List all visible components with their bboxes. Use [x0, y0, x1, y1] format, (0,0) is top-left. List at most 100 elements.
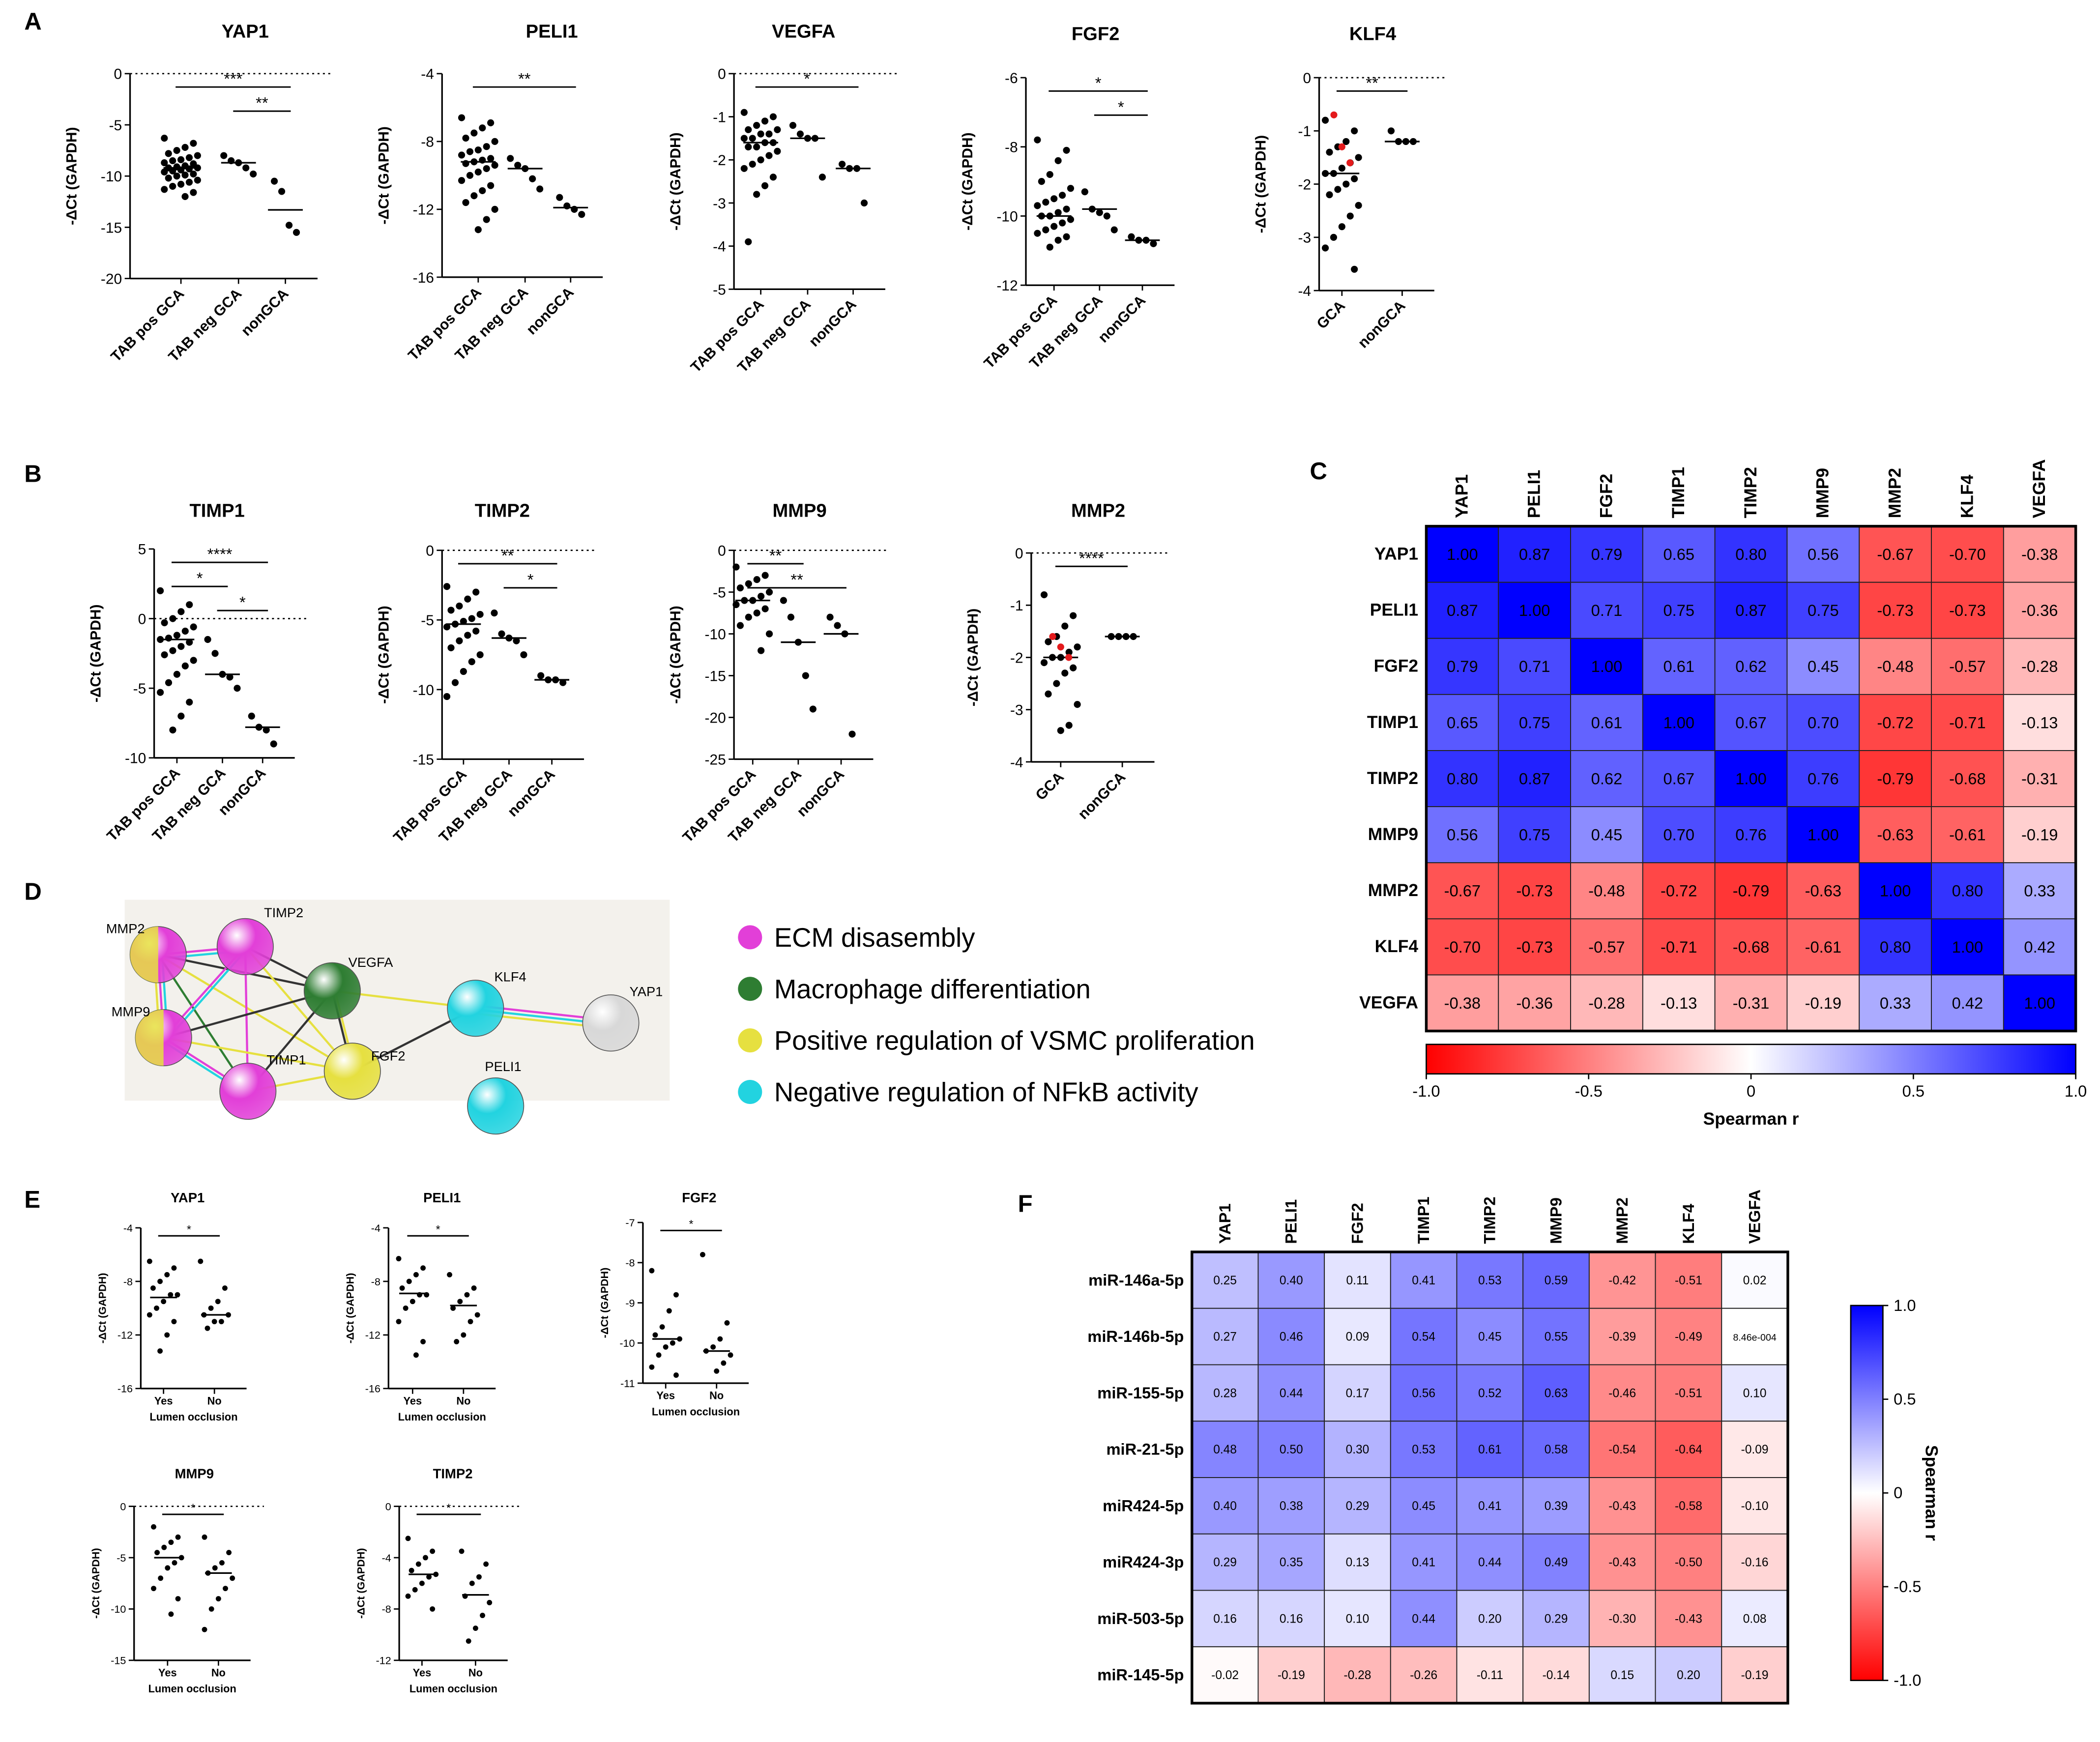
- heatmap-cell: [1859, 918, 1932, 976]
- data-point: [457, 1299, 463, 1305]
- x-tick-label: Yes: [158, 1667, 177, 1679]
- data-point: [1034, 230, 1041, 237]
- chart-title: VEGFA: [772, 21, 835, 42]
- data-point: [483, 143, 490, 150]
- heatmap-cell: [1191, 1590, 1259, 1648]
- data-point: [186, 601, 193, 609]
- cell-label: 0.30: [1346, 1443, 1370, 1456]
- legend-swatch: [738, 977, 762, 1001]
- data-point: [745, 126, 752, 133]
- heatmap-cell: [1498, 862, 1572, 920]
- column-label: PELI1: [1282, 1199, 1300, 1244]
- y-tick-label: 0: [138, 611, 146, 627]
- data-point: [190, 657, 197, 664]
- data-point: [774, 126, 781, 133]
- data-point: [765, 588, 773, 596]
- heatmap-cell: [1588, 1646, 1656, 1704]
- heatmap-cell: [1588, 1251, 1656, 1309]
- data-point: [215, 1299, 221, 1305]
- heatmap-cell: [1570, 750, 1643, 808]
- data-point: [1342, 180, 1350, 188]
- data-point: [451, 679, 459, 686]
- highlight-point: [1338, 143, 1345, 150]
- data-point: [406, 1278, 412, 1284]
- network-node-label: YAP1: [630, 984, 663, 999]
- cell-label: -0.71: [1661, 938, 1697, 956]
- data-point: [1054, 157, 1062, 164]
- data-point: [765, 130, 773, 138]
- cell-label: -0.51: [1675, 1274, 1702, 1287]
- cell-label: 0.10: [1743, 1387, 1767, 1400]
- cell-label: 0.75: [1519, 713, 1550, 731]
- network-node: [447, 980, 504, 1037]
- data-point: [787, 613, 794, 621]
- significance-label: **: [518, 70, 531, 88]
- cell-label: 0.79: [1591, 545, 1623, 563]
- column-label: YAP1: [1216, 1203, 1234, 1244]
- heatmap-cell: [1859, 638, 1932, 695]
- cell-label: -0.71: [1949, 713, 1985, 731]
- data-point: [745, 613, 752, 621]
- heatmap-cell: [1426, 750, 1499, 808]
- cell-label: 0.87: [1447, 601, 1478, 619]
- data-point: [181, 144, 189, 151]
- heatmap-cell: [1570, 581, 1643, 639]
- data-point: [476, 610, 484, 618]
- colorbar-tick-label: 0.5: [1894, 1390, 1916, 1408]
- heatmap-cell: [1931, 638, 2004, 695]
- cell-label: -0.68: [1949, 769, 1985, 787]
- y-tick-label: -12: [413, 202, 434, 218]
- significance-label: ****: [207, 545, 233, 563]
- data-point: [161, 619, 168, 627]
- chart-title: MMP9: [175, 1466, 214, 1481]
- data-point: [202, 1626, 207, 1632]
- y-tick-label: -6: [1005, 70, 1018, 87]
- network-node-part: [135, 1009, 164, 1066]
- cell-label: 0.33: [2024, 882, 2055, 900]
- data-point: [796, 130, 804, 138]
- heatmap-cell: [1257, 1251, 1325, 1309]
- data-point: [1387, 127, 1395, 135]
- data-point: [758, 647, 765, 654]
- heatmap-cell: [2003, 862, 2076, 920]
- data-point: [487, 155, 495, 162]
- heatmap-cell: [1931, 694, 2004, 751]
- cell-label: -0.10: [1741, 1500, 1769, 1513]
- heatmap-cell: [1426, 638, 1499, 695]
- data-point: [464, 1292, 470, 1298]
- data-point: [181, 193, 189, 200]
- data-point: [423, 1555, 428, 1561]
- x-tick-label: nonGCA: [1095, 292, 1149, 346]
- chart-title: MMP9: [773, 500, 827, 521]
- data-point: [443, 693, 451, 700]
- data-point: [513, 637, 520, 644]
- data-point: [472, 1626, 478, 1631]
- data-point: [666, 1308, 672, 1314]
- cell-label: 0.80: [1880, 938, 1911, 956]
- data-point: [271, 177, 278, 185]
- significance-label: *: [436, 1223, 440, 1236]
- data-point: [178, 1555, 184, 1561]
- chart-title: YAP1: [222, 21, 269, 42]
- heatmap-cell: [1456, 1251, 1524, 1309]
- data-point: [826, 613, 834, 621]
- cell-label: 0.27: [1213, 1331, 1237, 1344]
- data-point: [670, 1340, 675, 1346]
- cell-label: -0.19: [1278, 1669, 1305, 1682]
- x-axis-label: Lumen occlusion: [652, 1405, 740, 1418]
- cell-label: -0.73: [1516, 882, 1552, 900]
- data-point: [447, 1272, 452, 1277]
- data-point: [186, 698, 193, 706]
- panel-label: F: [1018, 1190, 1033, 1217]
- data-point: [181, 662, 189, 669]
- data-point: [1067, 185, 1075, 192]
- data-point: [161, 159, 168, 167]
- cell-label: 0.79: [1447, 657, 1478, 675]
- heatmap-cell: [1721, 1251, 1788, 1309]
- y-tick-label: -7: [625, 1217, 635, 1229]
- data-point: [487, 1599, 493, 1605]
- data-point: [758, 592, 765, 600]
- cell-label: -0.13: [2021, 713, 2058, 731]
- y-tick-label: -2: [1298, 176, 1312, 193]
- y-axis-label: -ΔCt (GAPDH): [598, 1268, 611, 1338]
